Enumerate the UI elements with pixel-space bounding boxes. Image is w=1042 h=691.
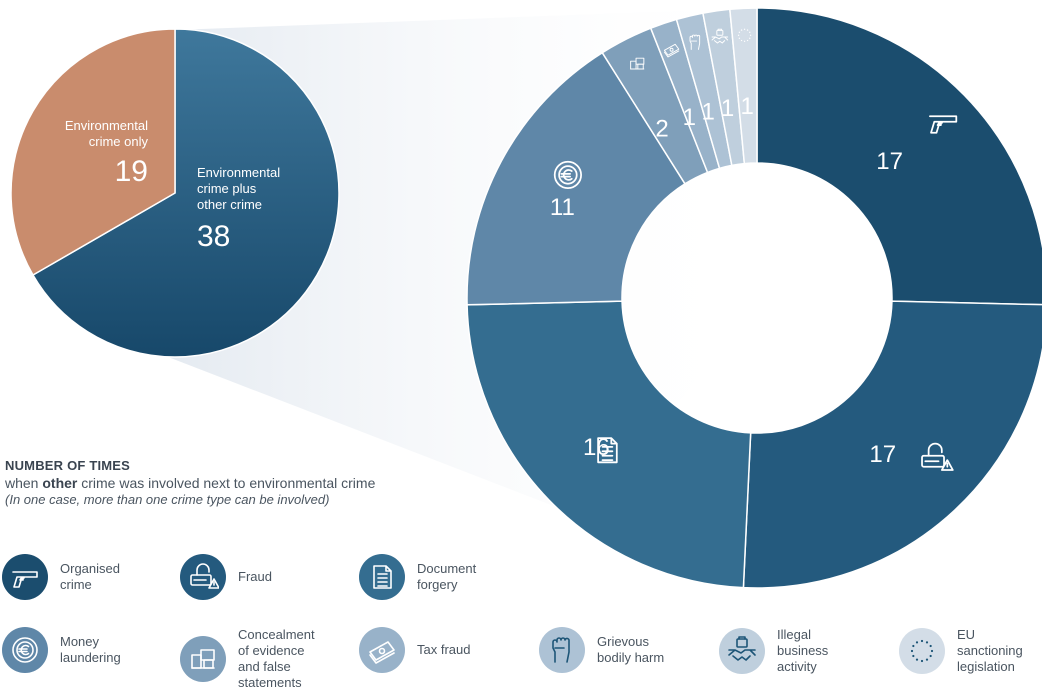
donut-value-eu-stars: 1 [740, 93, 753, 120]
legend-label: Concealment of evidence and false statem… [238, 627, 315, 690]
pie-label-environmental-plus-other: Environmental crime plus other crime [197, 165, 280, 212]
boxes-icon [191, 649, 215, 669]
eu-stars-icon [910, 639, 934, 663]
handshake-icon [728, 636, 756, 661]
euro-coin-icon [12, 637, 38, 663]
caption-line: when other crime was involved next to en… [5, 475, 465, 491]
pistol-icon [12, 571, 38, 588]
document-icon [373, 565, 392, 589]
donut-slice-fraud-lock [742, 300, 1042, 589]
handshake-icon [711, 28, 729, 44]
legend-swatch [539, 627, 585, 673]
legend-item-document: Document forgery [359, 554, 517, 600]
document-icon [597, 437, 618, 464]
legend-item-euro-coin: Money laundering [2, 627, 160, 673]
legend-item-boxes: Concealment of evidence and false statem… [180, 627, 338, 691]
pie-label-environmental-only: Environmental crime only [65, 118, 149, 149]
euro-coin-icon [12, 637, 38, 663]
pie-value-environmental-plus-other: 38 [197, 220, 230, 253]
legend-item-handshake: Illegal business activity [719, 627, 877, 675]
legend-label: Organised crime [60, 561, 120, 592]
fist-icon [552, 637, 570, 663]
legend-item-eu-stars: EU sanctioning legislation [899, 627, 1042, 675]
document-icon [373, 565, 392, 589]
legend-label: Tax fraud [417, 642, 471, 657]
fist-icon [689, 34, 701, 50]
handshake-icon [728, 636, 756, 661]
fraud-lock-icon [921, 442, 954, 471]
overview-pie: Environmental crime only 19 Environmental cr… [10, 28, 340, 358]
legend-swatch [899, 628, 945, 674]
pistol-icon [12, 571, 38, 588]
legend-item-fist: Grievous bodily harm [539, 627, 697, 673]
euro-coin-icon [553, 160, 582, 189]
caption-line-prefix: when [5, 475, 43, 491]
donut-value-fist: 1 [702, 99, 715, 126]
donut-slice-document [466, 300, 752, 589]
legend-label: Illegal business activity [777, 627, 829, 674]
donut-value-fraud-lock: 17 [869, 441, 896, 468]
eu-stars-icon [910, 639, 934, 663]
donut-value-handshake: 1 [721, 95, 734, 122]
caption-line-bold: other [42, 475, 78, 491]
legend-swatch [2, 554, 48, 600]
donut-slice-pistol [756, 7, 1042, 306]
pie-value-environmental-only: 19 [115, 155, 148, 188]
legend-label: Money laundering [60, 634, 121, 665]
legend-swatch [359, 627, 405, 673]
legend-item-fraud-lock: Fraud [180, 554, 338, 600]
fist-icon [552, 637, 570, 663]
legend-swatch [2, 627, 48, 673]
donut-value-banknotes: 1 [683, 104, 696, 131]
donut-slice-eu-stars [729, 7, 758, 165]
legend-label: Document forgery [417, 561, 477, 592]
caption-heading: NUMBER OF TIMES [5, 458, 131, 473]
legend-label: Fraud [238, 569, 272, 584]
banknotes-icon [369, 641, 395, 664]
pie-slice-environmental-only [10, 28, 176, 277]
legend-label: Grievous bodily harm [597, 634, 665, 665]
caption-note: (In one case, more than one crime type c… [5, 492, 330, 507]
legend-label: EU sanctioning legislation [957, 627, 1023, 674]
boxes-icon [630, 57, 645, 70]
legend-swatch [359, 554, 405, 600]
legend-swatch [180, 554, 226, 600]
legend-swatch [180, 636, 226, 682]
fraud-lock-icon [190, 563, 219, 589]
boxes-icon [191, 649, 215, 669]
legend-swatch [719, 628, 765, 674]
legend-item-banknotes: Tax fraud [359, 627, 517, 673]
caption: NUMBER OF TIMES when other crime was inv… [5, 458, 465, 507]
donut-value-pistol: 17 [876, 148, 903, 175]
legend-item-pistol: Organised crime [2, 554, 160, 600]
eu-stars-icon [737, 28, 752, 42]
banknotes-icon [663, 43, 680, 58]
caption-line-suffix: crime was involved next to environmental… [77, 475, 376, 491]
pistol-icon [929, 115, 958, 134]
donut-value-euro-coin: 11 [550, 194, 575, 221]
fraud-lock-icon [190, 563, 219, 589]
donut-value-boxes: 2 [655, 116, 668, 143]
pie-slice-environmental-plus-other [31, 28, 340, 358]
banknotes-icon [369, 641, 395, 664]
